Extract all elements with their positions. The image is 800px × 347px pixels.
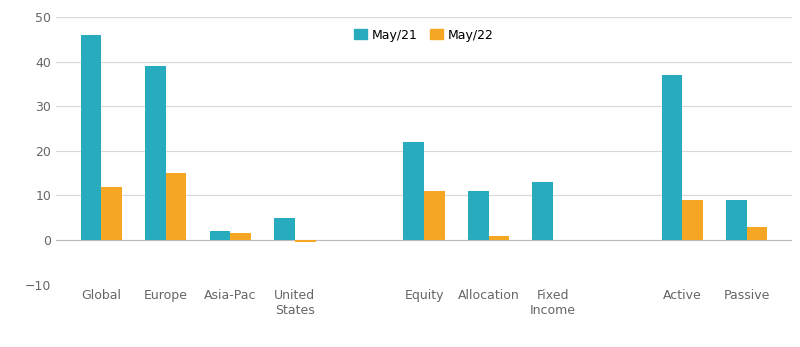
Bar — [295, 240, 315, 242]
Bar — [424, 191, 445, 240]
Bar — [403, 142, 424, 240]
Bar — [166, 173, 186, 240]
Bar — [230, 233, 251, 240]
Bar — [468, 191, 489, 240]
Bar — [489, 236, 510, 240]
Bar — [101, 187, 122, 240]
Legend: May/21, May/22: May/21, May/22 — [350, 24, 498, 46]
Bar — [726, 200, 747, 240]
Bar — [145, 66, 166, 240]
Bar — [533, 182, 553, 240]
Bar — [210, 231, 230, 240]
Bar — [274, 218, 295, 240]
Bar — [682, 200, 703, 240]
Bar — [81, 35, 101, 240]
Bar — [747, 227, 767, 240]
Bar — [662, 75, 682, 240]
